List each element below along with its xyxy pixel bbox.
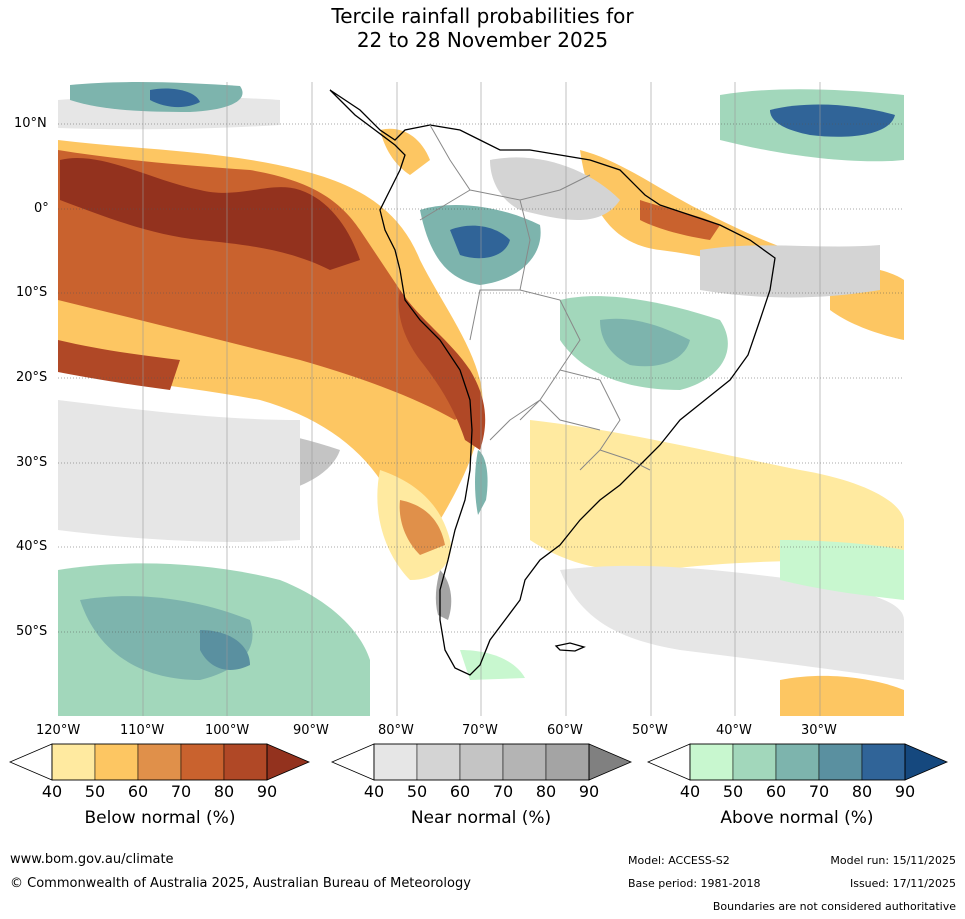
colorbar-tick-label: 40 [363,782,385,801]
above-normal-atlantic-south [780,540,904,600]
below-normal-west-dark [58,340,180,390]
lon-label: 110°W [120,723,165,738]
colorbar-tick-label: 50 [84,782,106,801]
south-america-coastline [329,89,776,676]
lat-label: 10°N [14,116,47,131]
colorbar-segment [775,743,820,781]
lon-label: 100°W [205,723,250,738]
colorbars [8,743,949,781]
colorbar-tick-label: 80 [535,782,557,801]
above-normal-amazon-dark [450,225,510,259]
colorbar-segment [545,743,590,781]
colorbar-tick-label: 80 [851,782,873,801]
colorbar-tick-label: 60 [765,782,787,801]
above-normal-caribbean-dark [770,104,895,137]
colorbar-tick-label: 60 [449,782,471,801]
base-period: Base period: 1981-2018 [628,877,761,890]
source-url[interactable]: www.bom.gov.au/climate [10,852,174,867]
near-normal-central [490,157,620,220]
colorbar-segment [373,743,418,781]
colorbar-tick-label: 70 [170,782,192,801]
colorbar-segment [459,743,504,781]
colorbar-max-extension [588,743,633,781]
colorbar-segment [137,743,182,781]
colorbar-tick-label: 90 [256,782,278,801]
colorbar-segment [180,743,225,781]
lon-label: 30°W [801,723,837,738]
colorbar-tick-label: 40 [41,782,63,801]
colorbar-outline [689,743,906,781]
lon-label: 50°W [632,723,668,738]
meridians [142,82,821,716]
country-borders [419,124,651,471]
colorbar-outline [51,743,268,781]
lon-label: 90°W [293,723,329,738]
near-normal-south-pacific [58,400,300,542]
below-normal-colombia [380,128,430,175]
lon-label: 70°W [462,723,498,738]
colorbar-segment [94,743,139,781]
lat-label: 50°S [16,624,48,639]
above-normal-north-pacific-dark [150,88,200,108]
title-line-2: 22 to 28 November 2025 [356,28,609,52]
colorbar-tick-label: 40 [679,782,701,801]
model-name: Model: ACCESS-S2 [628,854,730,867]
colorbar-segment [51,743,96,781]
title-line-1: Tercile rainfall probabilities for [331,4,634,28]
colorbar-tick-label: 90 [578,782,600,801]
colorbar-tick-label: 70 [808,782,830,801]
colorbar-segment [861,743,906,781]
below-normal-label: Below normal (%) [84,808,236,828]
lon-label: 60°W [547,723,583,738]
lat-label: 30°S [16,455,48,470]
above-normal-brazil-core [600,318,690,367]
colorbar-tick-label: 60 [127,782,149,801]
lat-label: 20°S [16,370,48,385]
colorbar-tick-label: 90 [894,782,916,801]
colorbar-segment [502,743,547,781]
above-normal-tierra-del-fuego [460,650,525,680]
map-title: Tercile rainfall probabilities for 22 to… [0,4,965,52]
lon-label: 120°W [36,723,81,738]
lat-label: 0° [34,201,49,216]
below-normal-patagonia [399,500,445,555]
colorbar-outline [373,743,590,781]
above-normal-south-pacific-dark [200,630,250,670]
near-normal-label: Near normal (%) [410,808,552,828]
lat-label: 40°S [16,539,48,554]
below-normal-chile-coast [398,290,486,450]
colorbar-segment [732,743,777,781]
below-normal-north-sa [580,150,790,270]
lon-label: 80°W [378,723,414,738]
issued-date: Issued: 17/11/2025 [849,877,956,890]
colorbar-min-extension [8,743,53,781]
copyright-text: © Commonwealth of Australia 2025, Austra… [10,876,471,891]
colorbar-min-extension [330,743,375,781]
colorbar-tick-label: 50 [406,782,428,801]
below-normal-guianas [640,200,720,240]
colorbar-tick-label: 50 [722,782,744,801]
model-run: Model run: 15/11/2025 [830,854,956,867]
probability-field [58,82,904,716]
near-normal-south-atlantic [560,565,904,680]
boundaries-disclaimer: Boundaries are not considered authoritat… [712,900,956,913]
colorbar-max-extension [904,743,949,781]
colorbar-max-extension [266,743,311,781]
colorbar-segment [416,743,461,781]
colorbar-segment [818,743,863,781]
colorbar-segment [223,743,268,781]
colorbar-segment [689,743,734,781]
colorbar-tick-label: 80 [213,782,235,801]
below-normal-pacific-dark [60,157,360,270]
above-normal-label: Above normal (%) [720,808,874,828]
falkland-islands [554,642,586,652]
lon-label: 40°W [716,723,752,738]
colorbar-tick-label: 70 [492,782,514,801]
colorbar-min-extension [646,743,691,781]
below-normal-south-atlantic [780,675,904,716]
lat-label: 10°S [16,285,48,300]
near-normal-east [700,245,880,298]
